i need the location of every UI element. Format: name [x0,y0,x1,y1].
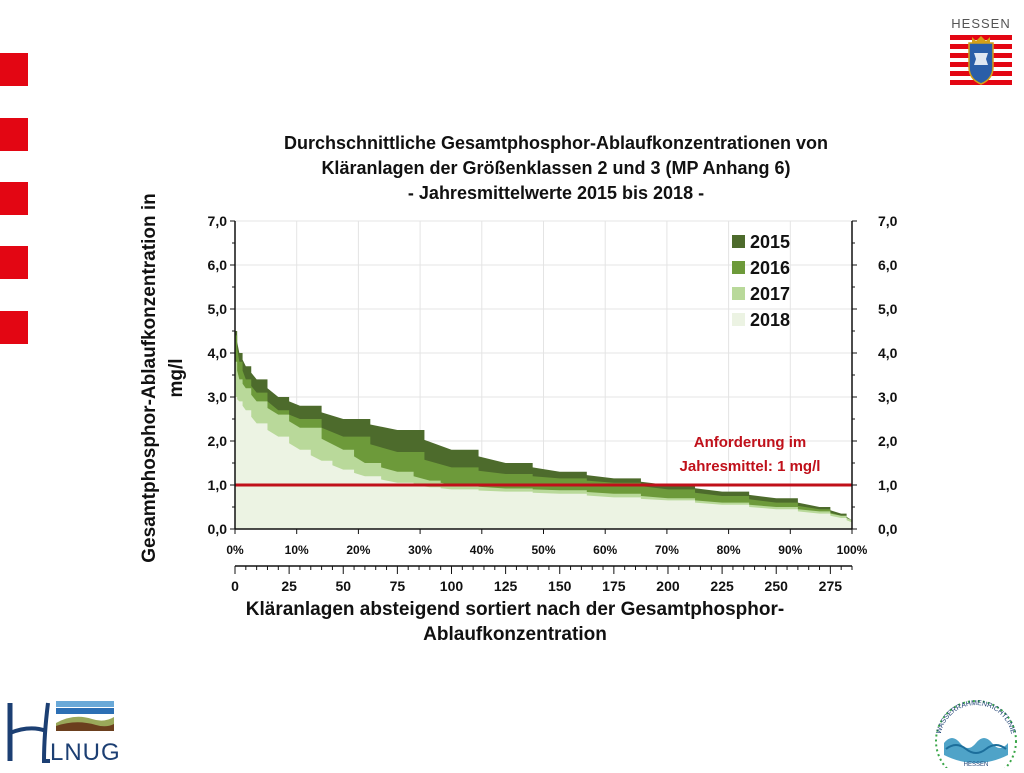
area-series-2018 [235,397,852,529]
x-axis-label-line-1: Kläranlagen absteigend sortiert nach der… [245,599,785,620]
reference-label-line-1: Anforderung im [694,434,807,451]
x-tick-label-count: 25 [281,578,297,594]
chart-title-line-3: - Jahresmittelwerte 2015 bis 2018 - [407,183,705,203]
wrrl-logo: WASSERRAHMENRICHTLINIE HESSEN [928,693,1024,773]
wrrl-logo-icon: WASSERRAHMENRICHTLINIE HESSEN [935,700,1017,773]
y-tick-label-right: 2,0 [878,433,898,449]
y-tick-label-left: 4,0 [208,345,228,361]
y-tick-label-right: 5,0 [878,301,898,317]
x-tick-label-pct: 20% [346,543,370,557]
reference-annotation: Anforderung im Jahresmittel: 1 mg/l [680,434,821,475]
legend-label-2017: 2017 [750,284,790,304]
x-tick-label-pct: 90% [778,543,802,557]
chart-areas [235,331,852,529]
hessen-logo: HESSEN [950,16,1012,92]
legend-swatch-2016 [732,261,745,274]
x-tick-label-count: 75 [390,578,406,594]
x-tick-label-pct: 0% [226,543,244,557]
chart-title-line-2: Kläranlagen der Größenklassen 2 und 3 (M… [321,158,791,178]
x-tick-label-count: 200 [656,578,680,594]
accent-square-2 [0,118,28,151]
y-tick-label-right: 4,0 [878,345,898,361]
x-tick-label-count: 250 [765,578,789,594]
x-tick-label-count: 0 [231,578,239,594]
x-tick-label-count: 225 [710,578,734,594]
y-tick-label-left: 5,0 [208,301,228,317]
y-tick-label-left: 0,0 [208,521,228,537]
accent-square-1 [0,53,28,86]
x-tick-label-count: 125 [494,578,518,594]
legend-swatch-2017 [732,287,745,300]
hessen-coat-of-arms-icon [950,35,1012,85]
x-axis-label-line-2: Ablaufkonzentration [423,624,607,645]
hlnug-logo-icon [7,701,114,763]
chart-legend: 2015 2016 2017 2018 [732,232,790,330]
accent-square-5 [0,311,28,344]
legend-label-2018: 2018 [750,310,790,330]
chart-title: Durchschnittliche Gesamtphosphor-Ablaufk… [196,131,916,206]
x-tick-label-pct: 10% [285,543,309,557]
legend-label-2015: 2015 [750,232,790,252]
x-tick-label-count: 175 [602,578,626,594]
legend-swatch-2015 [732,235,745,248]
x-tick-label-count: 275 [819,578,843,594]
hlnug-logo: LNUG [4,695,122,766]
x-tick-label-count: 50 [335,578,351,594]
accent-square-3 [0,182,28,215]
y-tick-label-left: 7,0 [208,213,228,229]
reference-label-line-2: Jahresmittel: 1 mg/l [680,458,821,475]
hlnug-logo-text: LNUG [50,739,121,766]
y-tick-label-left: 2,0 [208,433,228,449]
x-tick-label-count: 150 [548,578,572,594]
x-tick-label-pct: 100% [837,543,868,557]
x-tick-label-pct: 70% [655,543,679,557]
x-tick-label-pct: 50% [531,543,555,557]
y-axis-label-line-1: Gesamtphosphor-Ablaufkonzentration in [139,193,160,562]
x-tick-label-count: 100 [440,578,464,594]
accent-square-4 [0,246,28,279]
x-tick-label-pct: 40% [470,543,494,557]
y-axis-label-line-2: mg/l [166,358,187,397]
x-axis-label: Kläranlagen absteigend sortiert nach der… [190,597,840,647]
chart-axes: 0,0 0,0 1,0 1,0 2,0 2,0 3,0 3,0 4,0 4,0 5,0 5,0 6,0 6… [208,213,898,594]
y-tick-label-right: 1,0 [878,477,898,493]
wrrl-logo-bottom-text: HESSEN [964,762,989,768]
y-tick-label-left: 1,0 [208,477,228,493]
chart-title-line-1: Durchschnittliche Gesamtphosphor-Ablaufk… [283,133,829,153]
x-tick-label-pct: 80% [717,543,741,557]
y-tick-label-left: 6,0 [208,257,228,273]
hessen-logo-word: HESSEN [951,16,1011,31]
y-tick-label-right: 7,0 [878,213,898,229]
y-tick-label-left: 3,0 [208,389,228,405]
y-tick-label-right: 0,0 [878,521,898,537]
x-tick-label-pct: 60% [593,543,617,557]
legend-swatch-2018 [732,313,745,326]
legend-label-2016: 2016 [750,258,790,278]
x-tick-label-pct: 30% [408,543,432,557]
y-tick-label-right: 6,0 [878,257,898,273]
y-tick-label-right: 3,0 [878,389,898,405]
